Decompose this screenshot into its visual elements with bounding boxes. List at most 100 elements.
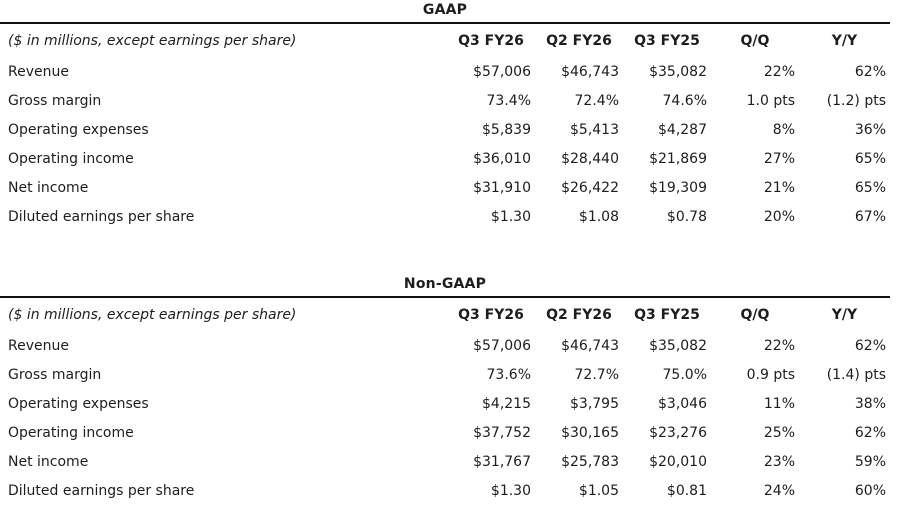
cell-value: 62% (854, 424, 886, 441)
row-label: Operating income (8, 150, 134, 167)
cell-value: $31,910 (473, 179, 531, 196)
cell-value: 62% (854, 63, 886, 80)
column-header: Q2 FY26 (546, 32, 612, 49)
cell-value: $57,006 (473, 337, 531, 354)
table-row: Operating expenses $5,839 $5,413 $4,287 … (0, 115, 890, 144)
cell-value: $57,006 (473, 63, 531, 80)
cell-value: 22% (763, 337, 795, 354)
row-label: Gross margin (8, 92, 102, 109)
cell-value: $26,422 (561, 179, 619, 196)
cell-value: $5,413 (570, 121, 619, 138)
cell-value: 0.9 pts (746, 366, 795, 383)
cell-value: $1.30 (490, 208, 531, 225)
cell-value: $0.81 (666, 482, 707, 499)
cell-value: 21% (763, 179, 795, 196)
cell-value: 73.4% (486, 92, 531, 109)
column-header: Y/Y (831, 32, 858, 49)
cell-value: $37,752 (473, 424, 531, 441)
table-note: ($ in millions, except earnings per shar… (8, 306, 297, 323)
cell-value: 73.6% (486, 366, 531, 383)
cell-value: 22% (763, 63, 795, 80)
cell-value: $4,215 (482, 395, 531, 412)
row-label: Gross margin (8, 366, 102, 383)
row-label: Net income (8, 453, 89, 470)
cell-value: $4,287 (658, 121, 707, 138)
cell-value: $30,165 (561, 424, 619, 441)
cell-value: $3,795 (570, 395, 619, 412)
cell-value: 72.7% (574, 366, 619, 383)
cell-value: 60% (854, 482, 886, 499)
cell-value: $46,743 (561, 63, 619, 80)
column-header: Q3 FY25 (634, 32, 700, 49)
cell-value: 8% (772, 121, 795, 138)
cell-value: $35,082 (649, 337, 707, 354)
column-header: Q2 FY26 (546, 306, 612, 323)
cell-value: 59% (854, 453, 886, 470)
cell-value: $28,440 (561, 150, 619, 167)
table-row: Gross margin 73.4% 72.4% 74.6% 1.0 pts (… (0, 86, 890, 115)
cell-value: 1.0 pts (746, 92, 795, 109)
row-label: Diluted earnings per share (8, 482, 195, 499)
table-note: ($ in millions, except earnings per shar… (8, 32, 297, 49)
cell-value: $36,010 (473, 150, 531, 167)
cell-value: $1.05 (578, 482, 619, 499)
cell-value: $21,869 (649, 150, 707, 167)
cell-value: $5,839 (482, 121, 531, 138)
cell-value: 11% (763, 395, 795, 412)
cell-value: 67% (854, 208, 886, 225)
gaap-table: ($ in millions, except earnings per shar… (0, 24, 890, 231)
non-gaap-table: ($ in millions, except earnings per shar… (0, 298, 890, 505)
cell-value: 20% (763, 208, 795, 225)
table-row: Revenue $57,006 $46,743 $35,082 22% 62% (0, 331, 890, 360)
table-row: Net income $31,767 $25,783 $20,010 23% 5… (0, 447, 890, 476)
table-row: Gross margin 73.6% 72.7% 75.0% 0.9 pts (… (0, 360, 890, 389)
cell-value: 62% (854, 337, 886, 354)
cell-value: $19,309 (649, 179, 707, 196)
cell-value: (1.4) pts (826, 366, 886, 383)
cell-value: $1.30 (490, 482, 531, 499)
non-gaap-table-section: Non-GAAP ($ in millions, except earnings… (0, 276, 890, 505)
column-header: Q/Q (740, 32, 770, 49)
cell-value: $31,767 (473, 453, 531, 470)
cell-value: $1.08 (578, 208, 619, 225)
row-label: Diluted earnings per share (8, 208, 195, 225)
row-label: Net income (8, 179, 89, 196)
column-header: Q3 FY26 (458, 306, 524, 323)
table-row: Operating expenses $4,215 $3,795 $3,046 … (0, 389, 890, 418)
cell-value: $46,743 (561, 337, 619, 354)
table-row: Net income $31,910 $26,422 $19,309 21% 6… (0, 173, 890, 202)
table-row: Operating income $37,752 $30,165 $23,276… (0, 418, 890, 447)
cell-value: 38% (854, 395, 886, 412)
cell-value: 23% (763, 453, 795, 470)
header-row: ($ in millions, except earnings per shar… (0, 24, 890, 57)
table-row: Diluted earnings per share $1.30 $1.05 $… (0, 476, 890, 505)
cell-value: 65% (854, 150, 886, 167)
cell-value: 72.4% (574, 92, 619, 109)
cell-value: 75.0% (662, 366, 707, 383)
cell-value: 36% (854, 121, 886, 138)
cell-value: (1.2) pts (826, 92, 886, 109)
column-header: Y/Y (831, 306, 858, 323)
row-label: Operating expenses (8, 395, 149, 412)
row-label: Operating income (8, 424, 134, 441)
table-row: Revenue $57,006 $46,743 $35,082 22% 62% (0, 57, 890, 86)
cell-value: 65% (854, 179, 886, 196)
column-header: Q/Q (740, 306, 770, 323)
column-header: Q3 FY26 (458, 32, 524, 49)
row-label: Revenue (8, 337, 69, 354)
header-row: ($ in millions, except earnings per shar… (0, 298, 890, 331)
cell-value: $35,082 (649, 63, 707, 80)
cell-value: 25% (763, 424, 795, 441)
cell-value: $23,276 (649, 424, 707, 441)
table-row: Operating income $36,010 $28,440 $21,869… (0, 144, 890, 173)
table-title: GAAP (0, 2, 890, 24)
cell-value: $25,783 (561, 453, 619, 470)
table-row: Diluted earnings per share $1.30 $1.08 $… (0, 202, 890, 231)
column-header: Q3 FY25 (634, 306, 700, 323)
table-title: Non-GAAP (0, 276, 890, 298)
cell-value: 27% (763, 150, 795, 167)
row-label: Revenue (8, 63, 69, 80)
row-label: Operating expenses (8, 121, 149, 138)
cell-value: 24% (763, 482, 795, 499)
